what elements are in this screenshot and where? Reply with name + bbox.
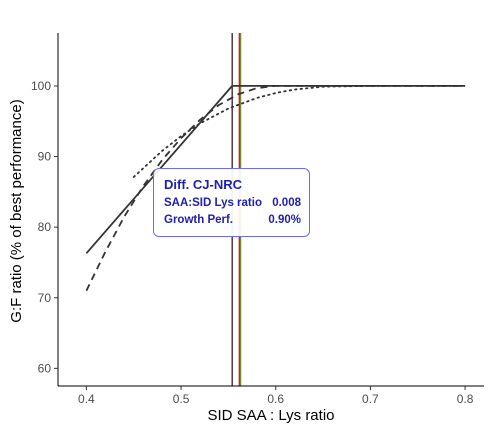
y-axis-title: G:F ratio (% of best performance) xyxy=(8,99,25,322)
annotation-row: SAA:SID Lys ratio 0.008 xyxy=(164,195,301,212)
plot-area xyxy=(85,33,467,386)
x-axis-ticks: 0.4 0.5 0.6 0.7 0.8 xyxy=(78,386,474,406)
x-tick-label: 0.6 xyxy=(267,392,284,406)
annotation-box: Diff. CJ-NRC SAA:SID Lys ratio 0.008 Gro… xyxy=(153,168,310,237)
annotation-row-label: Growth Perf. xyxy=(164,214,234,226)
series-line-dotted xyxy=(132,85,467,178)
x-axis-title: SID SAA : Lys ratio xyxy=(208,407,335,424)
series-line-solid xyxy=(85,85,466,254)
annotation-row-value: 0.008 xyxy=(272,197,301,209)
x-tick-label: 0.4 xyxy=(78,392,95,406)
annotation-row-value: 0.90% xyxy=(268,214,301,226)
x-tick-label: 0.8 xyxy=(457,392,474,406)
y-axis-ticks: 60 70 80 90 100 xyxy=(31,79,58,375)
x-tick-label: 0.7 xyxy=(362,392,379,406)
x-tick-label: 0.5 xyxy=(173,392,190,406)
annotation-title: Diff. CJ-NRC xyxy=(164,177,242,192)
y-tick-label: 100 xyxy=(31,79,51,93)
y-tick-label: 80 xyxy=(38,220,52,234)
y-tick-label: 90 xyxy=(38,150,52,164)
series-line-dashed xyxy=(85,85,466,292)
y-tick-label: 60 xyxy=(38,361,52,375)
annotation-row: Growth Perf. 0.90% xyxy=(164,212,301,229)
annotation-row-label: SAA:SID Lys ratio xyxy=(164,197,262,209)
y-tick-label: 70 xyxy=(38,291,52,305)
series-lines xyxy=(85,85,467,292)
